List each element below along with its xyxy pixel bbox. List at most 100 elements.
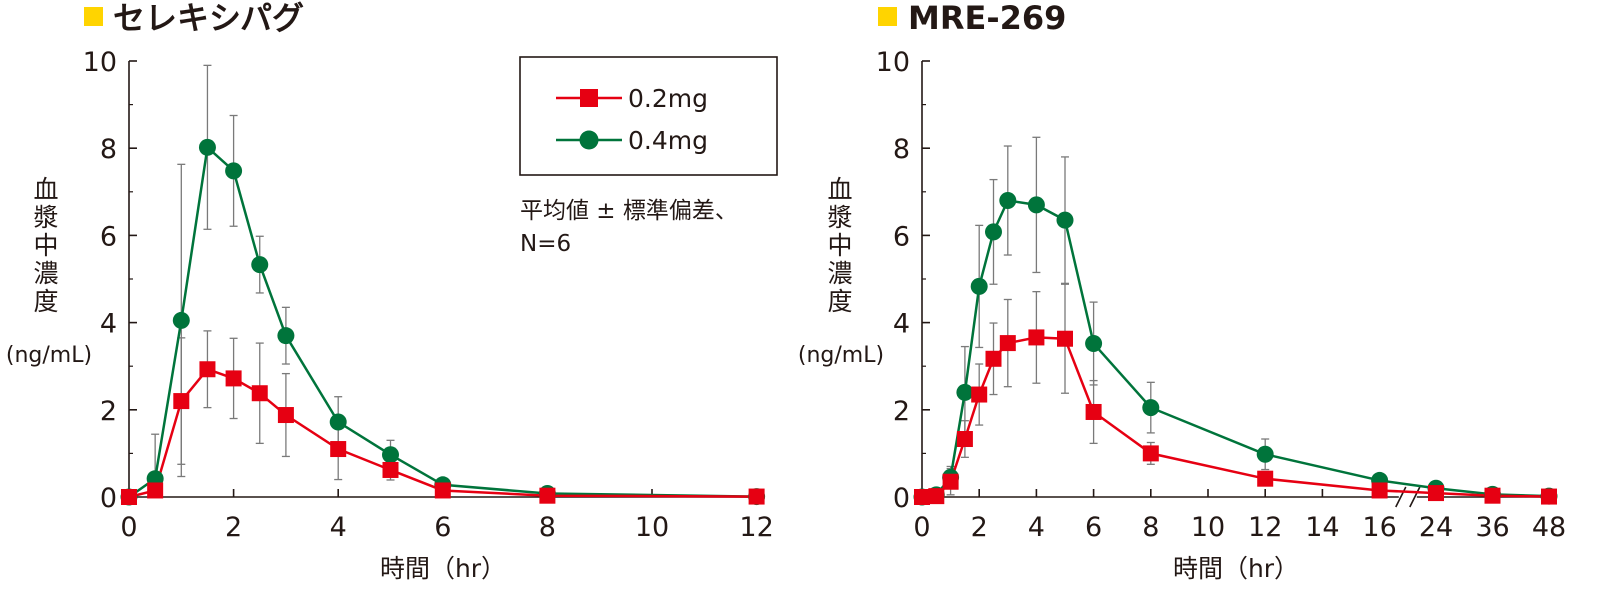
data-point-0.4mg — [999, 192, 1017, 210]
series-line-0.4mg — [921, 199, 1550, 499]
data-point-0.2mg — [1371, 482, 1388, 499]
y-tick-label: 4 — [100, 309, 117, 340]
y-tick-label: 2 — [100, 396, 117, 427]
data-point-0.2mg — [1428, 485, 1444, 502]
data-point-0.2mg — [1028, 329, 1045, 346]
series-line-0.2mg — [128, 367, 757, 499]
data-point-0.2mg — [277, 407, 294, 424]
x-tick-label: 12 — [739, 512, 773, 543]
x-tick-label: 0 — [120, 512, 137, 543]
data-point-0.2mg — [1541, 488, 1557, 505]
data-point-0.4mg — [1056, 211, 1074, 229]
legend-box — [519, 56, 778, 176]
legend-marker-0-4mg — [579, 130, 599, 150]
data-point-0.2mg — [942, 473, 959, 490]
data-point-0.4mg — [382, 446, 399, 464]
x-tick-label: 8 — [1142, 512, 1159, 543]
legend-label-0-4mg: 0.4mg — [628, 126, 708, 155]
data-point-0.2mg — [1142, 445, 1159, 462]
y-axis-label-char: 度 — [827, 287, 852, 316]
data-point-0.2mg — [985, 350, 1002, 367]
y-axis-label-char: 漿 — [827, 203, 852, 232]
x-tick-label: 10 — [1191, 512, 1225, 543]
data-point-0.4mg — [1085, 335, 1103, 353]
data-point-0.2mg — [914, 489, 930, 505]
data-point-0.2mg — [928, 488, 945, 505]
x-axis-label-1: 時間（hr） — [380, 554, 506, 583]
data-point-0.2mg — [1057, 330, 1073, 347]
y-tick-label: 2 — [893, 396, 910, 427]
data-point-0.2mg — [971, 386, 988, 403]
data-point-0.4mg — [198, 138, 216, 156]
data-point-0.4mg — [1027, 196, 1045, 214]
data-point-0.2mg — [539, 487, 556, 504]
plot-area-1: 0 2 4 6 8 10 0 2 4 6 8 10 12 — [83, 47, 774, 543]
data-point-0.4mg — [277, 327, 295, 345]
y-tick-label: 4 — [893, 309, 910, 340]
data-point-0.2mg — [225, 370, 242, 387]
y-axis-label-char: 血 — [827, 175, 852, 204]
x-tick-label: 36 — [1475, 512, 1509, 543]
data-point-0.4mg — [225, 162, 243, 180]
x-tick-label: 10 — [635, 512, 669, 543]
x-tick-label: 6 — [1085, 512, 1102, 543]
stats-note-line1: 平均値 ± 標準偏差、 — [520, 198, 738, 224]
series-line-0.4mg — [128, 144, 757, 499]
data-point-0.4mg — [1256, 445, 1274, 463]
title-marker-1 — [84, 7, 103, 26]
y-tick-label: 8 — [100, 134, 117, 165]
data-point-0.2mg — [173, 393, 190, 410]
x-tick-label: 6 — [434, 512, 451, 543]
y-tick-label: 10 — [83, 47, 117, 78]
data-point-0.2mg — [434, 482, 451, 499]
x-tick-label: 0 — [913, 512, 930, 543]
data-point-0.2mg — [199, 361, 216, 378]
y-axis-label-char: 血 — [33, 175, 58, 204]
x-tick-label: 4 — [330, 512, 347, 543]
y-axis-label-char: 濃 — [33, 259, 58, 288]
data-point-0.4mg — [1142, 399, 1160, 417]
data-point-0.4mg — [956, 383, 974, 401]
series-line-0.2mg — [921, 336, 1550, 499]
data-point-0.2mg — [748, 488, 765, 505]
data-point-0.2mg — [999, 335, 1016, 352]
x-tick-label: 12 — [1248, 512, 1282, 543]
x-tick-label: 48 — [1532, 512, 1566, 543]
y-tick-label: 8 — [893, 134, 910, 165]
y-tick-label: 0 — [100, 483, 117, 514]
data-point-0.2mg — [1085, 403, 1102, 420]
x-tick-label: 4 — [1028, 512, 1045, 543]
y-axis-unit-1: (ng/mL) — [6, 343, 92, 368]
y-tick-label: 6 — [100, 221, 117, 252]
legend-marker-0-2mg — [580, 89, 598, 107]
x-axis-break-mark — [1409, 486, 1421, 508]
data-point-0.2mg — [382, 461, 399, 478]
x-tick-label: 24 — [1419, 512, 1453, 543]
data-point-0.2mg — [1257, 470, 1274, 487]
y-axis-label-char: 中 — [33, 231, 58, 260]
data-point-0.4mg — [985, 223, 1002, 241]
data-point-0.2mg — [1484, 487, 1501, 504]
data-point-0.4mg — [251, 256, 269, 274]
chart-title-2: MRE-269 — [908, 0, 1066, 37]
y-tick-label: 0 — [893, 483, 910, 514]
x-tick-label: 2 — [971, 512, 988, 543]
title-marker-2 — [878, 7, 897, 26]
legend-label-0-2mg: 0.2mg — [628, 84, 708, 113]
y-axis-label-char: 濃 — [827, 259, 852, 288]
data-point-0.2mg — [121, 489, 137, 505]
legend: 0.2mg 0.4mg — [519, 56, 778, 176]
y-tick-label: 6 — [893, 221, 910, 252]
chart-title-1: セレキシパグ — [113, 0, 304, 37]
x-axis-label-2: 時間（hr） — [1173, 554, 1299, 583]
data-point-0.2mg — [956, 431, 973, 448]
x-tick-label: 2 — [225, 512, 242, 543]
x-tick-label: 16 — [1362, 512, 1396, 543]
data-point-0.2mg — [251, 385, 268, 402]
x-axis-break-mark — [1395, 486, 1407, 508]
